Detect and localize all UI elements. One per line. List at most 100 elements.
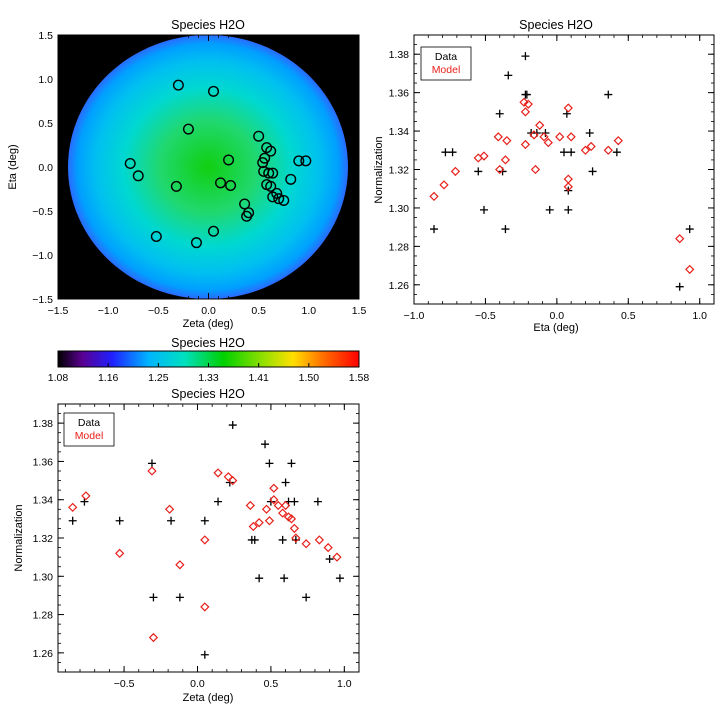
colorbar-tick-label: 1.25	[148, 372, 169, 384]
zeta-data-point	[68, 516, 77, 525]
zeta-y-tick-label: 1.38	[33, 418, 54, 430]
zeta-data-point	[200, 516, 209, 525]
colorbar-panel: Species H2O 1.08 1.16 1.25 1.33 1.41 1.50 1.58	[48, 336, 370, 384]
zeta-data-point	[287, 459, 296, 468]
eta-data-point	[564, 205, 573, 214]
zeta-data-point	[255, 574, 264, 583]
zeta-model-point	[200, 602, 210, 612]
map-point	[278, 194, 290, 206]
zeta-model-point	[254, 518, 264, 528]
zeta-model-point	[164, 504, 175, 514]
map-field	[68, 35, 348, 299]
zeta-model-point	[332, 552, 342, 562]
map-point	[190, 237, 202, 249]
zeta-data-point	[302, 593, 311, 602]
map-point	[225, 179, 237, 191]
map-point	[239, 198, 251, 210]
eta-x-axis-label: Eta (deg)	[533, 322, 578, 334]
colorbar-tick-label: 1.41	[248, 372, 269, 384]
zeta-data-point	[290, 497, 299, 506]
map-point	[271, 187, 283, 199]
map-point	[208, 85, 220, 97]
eta-y-tick-label: 1.38	[389, 49, 410, 61]
zeta-model-point	[81, 491, 91, 501]
eta-model-point	[566, 132, 576, 142]
zeta-y-tick-label: 1.34	[33, 495, 54, 507]
zeta-model-point	[269, 483, 279, 493]
zeta-data-point	[335, 574, 344, 583]
eta-model-point	[539, 132, 549, 142]
eta-model-point	[535, 120, 545, 130]
colorbar-tick-label: 1.33	[198, 372, 219, 384]
zeta-model-point	[291, 533, 301, 543]
eta-data-point	[504, 71, 513, 80]
eta-model-point	[520, 139, 531, 150]
eta-y-tick-label: 1.32	[389, 165, 410, 177]
map-x-tick-label: 0.0	[201, 305, 216, 317]
eta-data-point	[474, 167, 483, 176]
eta-model-point	[543, 137, 553, 148]
map-y-tick-label: 0.0	[38, 162, 53, 174]
map-panel: Species H2O −1.5 −1.0 −0.5 0.0 0.5 1.0 1.5 −1.5…	[7, 18, 366, 330]
zeta-x-tick-label: 0.5	[264, 678, 279, 690]
map-point	[170, 180, 182, 192]
map-point	[285, 173, 297, 185]
zeta-data-point	[214, 497, 223, 506]
map-x-tick-label: −1.0	[98, 305, 119, 317]
colorbar-tick-label: 1.08	[48, 372, 69, 384]
map-y-tick-label: −0.5	[32, 206, 53, 218]
eta-data-point	[521, 52, 530, 61]
eta-data-point	[604, 90, 613, 99]
eta-model-point	[563, 182, 573, 192]
zeta-model-point	[200, 535, 210, 545]
zeta-model-point	[278, 508, 288, 518]
eta-data-point	[541, 128, 550, 137]
map-y-tick-label: 0.5	[38, 118, 53, 130]
zeta-data-point	[115, 516, 124, 525]
colorbar-title: Species H2O	[171, 336, 245, 350]
eta-data-point	[585, 128, 594, 137]
colorbar-tick-label: 1.50	[299, 372, 320, 384]
zeta-x-tick-label: 0.0	[190, 678, 205, 690]
map-y-tick-label: −1.5	[32, 294, 53, 306]
zeta-plot-title: Species H2O	[171, 387, 245, 401]
zeta-data-point	[250, 535, 259, 544]
eta-data-point	[612, 148, 621, 157]
eta-plot-title: Species H2O	[519, 18, 593, 32]
zeta-model-point	[175, 560, 185, 570]
map-x-tick-label: 1.5	[352, 305, 367, 317]
eta-model-point	[520, 107, 531, 117]
zeta-plot-frame	[57, 403, 360, 673]
map-point	[267, 167, 279, 179]
zeta-data-point	[325, 555, 334, 564]
zeta-model-point	[261, 504, 272, 514]
zeta-model-point	[269, 495, 279, 505]
zeta-legend-box	[63, 412, 115, 447]
zeta-y-tick-label: 1.36	[33, 456, 54, 468]
eta-model-point	[495, 164, 505, 175]
zeta-model-point	[248, 521, 258, 532]
eta-plot-panel: Species H2O −1.0 −0.5 0.0 0.5 1.0 1.26 1.28 1.3…	[373, 18, 715, 334]
eta-data-point	[495, 109, 504, 118]
zeta-y-tick-label: 1.28	[33, 610, 54, 622]
zeta-x-axis-label: Zeta (deg)	[183, 692, 234, 704]
map-point	[273, 193, 285, 205]
eta-model-point	[502, 136, 512, 146]
eta-data-point	[560, 148, 568, 157]
zeta-y-tick-label: 1.32	[33, 533, 54, 545]
map-title: Species H2O	[171, 18, 245, 32]
map-point	[124, 157, 136, 169]
zeta-x-tick-label: 1.0	[337, 678, 352, 690]
eta-y-tick-label: 1.28	[389, 241, 410, 253]
zeta-legend-model: Model	[75, 430, 104, 442]
zeta-model-point	[264, 516, 275, 526]
eta-model-point	[603, 145, 613, 155]
map-point	[223, 154, 235, 166]
eta-model-point	[450, 166, 461, 177]
map-point	[265, 180, 277, 192]
eta-data-point	[675, 282, 684, 291]
zeta-data-point	[147, 459, 156, 468]
eta-model-point	[530, 164, 541, 175]
zeta-data-point	[281, 478, 290, 487]
